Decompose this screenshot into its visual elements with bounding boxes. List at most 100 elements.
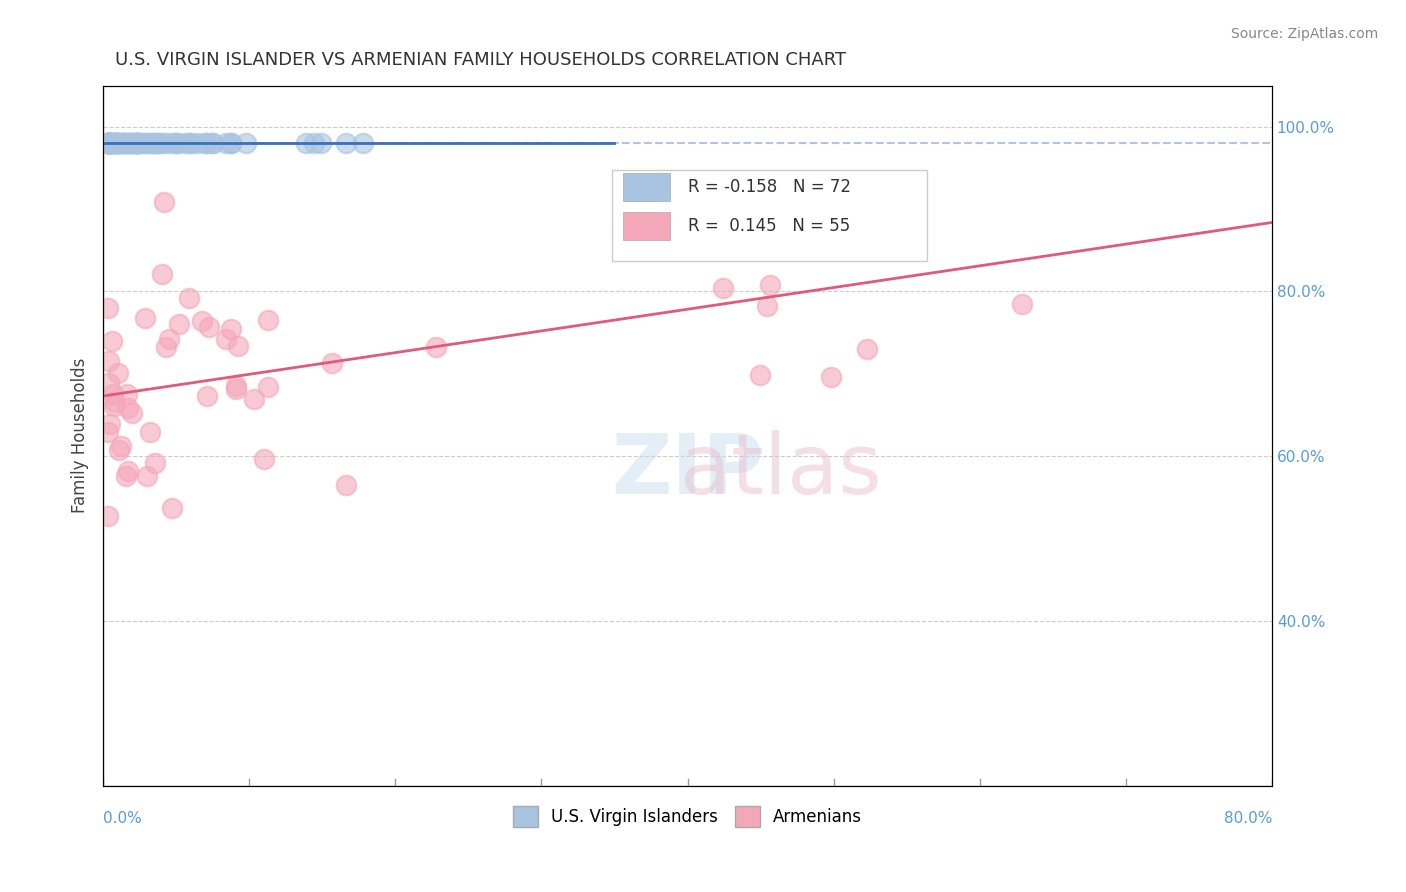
- Point: [225, 378, 247, 392]
- Point: [121, 406, 143, 420]
- Point: [157, 136, 180, 151]
- Point: [110, 136, 132, 151]
- Point: [166, 136, 188, 151]
- Point: [191, 314, 214, 328]
- Point: [163, 136, 186, 151]
- Point: [215, 333, 238, 347]
- Point: [177, 136, 200, 151]
- Point: [105, 136, 128, 151]
- Point: [425, 339, 447, 353]
- Point: [127, 136, 149, 151]
- Point: [104, 136, 127, 151]
- Point: [103, 399, 125, 413]
- Point: [117, 464, 139, 478]
- Point: [820, 370, 842, 384]
- Point: [97, 136, 120, 151]
- Text: ZIP: ZIP: [612, 430, 763, 511]
- Point: [157, 332, 180, 346]
- Point: [125, 136, 148, 151]
- Point: [127, 136, 149, 151]
- Point: [215, 136, 238, 151]
- Point: [136, 136, 159, 151]
- Point: [120, 136, 142, 151]
- Point: [195, 389, 218, 403]
- Point: [134, 311, 156, 326]
- Point: [100, 136, 122, 151]
- Point: [257, 313, 280, 327]
- Point: [100, 136, 122, 151]
- Point: [226, 338, 249, 352]
- Point: [143, 457, 166, 471]
- Point: [194, 136, 217, 151]
- Point: [143, 136, 166, 151]
- Point: [117, 387, 139, 401]
- Point: [100, 136, 122, 151]
- Point: [115, 136, 138, 151]
- Point: [112, 136, 135, 151]
- Point: [97, 136, 120, 151]
- Point: [110, 439, 132, 453]
- Point: [167, 317, 190, 331]
- Point: [180, 136, 202, 151]
- Point: [174, 136, 197, 151]
- Point: [96, 508, 118, 523]
- Point: [352, 136, 374, 151]
- Point: [103, 136, 125, 151]
- Point: [118, 136, 141, 151]
- Point: [166, 136, 188, 151]
- Point: [150, 268, 173, 282]
- Point: [98, 136, 121, 151]
- Point: [117, 136, 139, 151]
- Point: [97, 301, 120, 315]
- Point: [114, 136, 136, 151]
- Point: [97, 376, 120, 390]
- Point: [152, 136, 174, 151]
- Point: [98, 136, 121, 151]
- Point: [125, 136, 148, 151]
- Point: [652, 214, 675, 228]
- Point: [253, 452, 276, 467]
- Point: [302, 136, 325, 151]
- Point: [759, 278, 782, 293]
- Point: [125, 136, 148, 151]
- Text: U.S. VIRGIN ISLANDER VS ARMENIAN FAMILY HOUSEHOLDS CORRELATION CHART: U.S. VIRGIN ISLANDER VS ARMENIAN FAMILY …: [115, 51, 846, 69]
- Point: [141, 136, 163, 151]
- Point: [125, 136, 148, 151]
- Point: [295, 136, 318, 151]
- Y-axis label: Family Households: Family Households: [72, 358, 89, 513]
- Point: [194, 136, 217, 151]
- Point: [104, 136, 127, 151]
- Point: [118, 136, 141, 151]
- Point: [96, 136, 118, 151]
- Point: [219, 136, 242, 151]
- Point: [136, 469, 159, 483]
- Point: [108, 136, 131, 151]
- FancyBboxPatch shape: [623, 211, 671, 240]
- Point: [179, 291, 201, 305]
- Point: [148, 136, 170, 151]
- Point: [146, 136, 169, 151]
- Point: [100, 334, 122, 348]
- Text: 0.0%: 0.0%: [103, 811, 142, 825]
- Point: [117, 401, 139, 415]
- Point: [112, 136, 135, 151]
- Point: [202, 136, 225, 151]
- Point: [225, 382, 247, 396]
- Point: [96, 136, 118, 151]
- Point: [105, 136, 128, 151]
- Point: [155, 340, 177, 354]
- Legend: U.S. Virgin Islanders, Armenians: U.S. Virgin Islanders, Armenians: [506, 800, 869, 833]
- Point: [711, 280, 734, 294]
- Point: [243, 392, 266, 406]
- Point: [145, 136, 167, 151]
- FancyBboxPatch shape: [612, 169, 927, 260]
- Point: [108, 443, 131, 458]
- Point: [96, 136, 118, 151]
- Point: [335, 136, 357, 151]
- Point: [770, 228, 793, 243]
- Point: [98, 417, 121, 431]
- Point: [321, 356, 343, 370]
- Point: [121, 136, 143, 151]
- FancyBboxPatch shape: [623, 173, 671, 201]
- Point: [129, 136, 152, 151]
